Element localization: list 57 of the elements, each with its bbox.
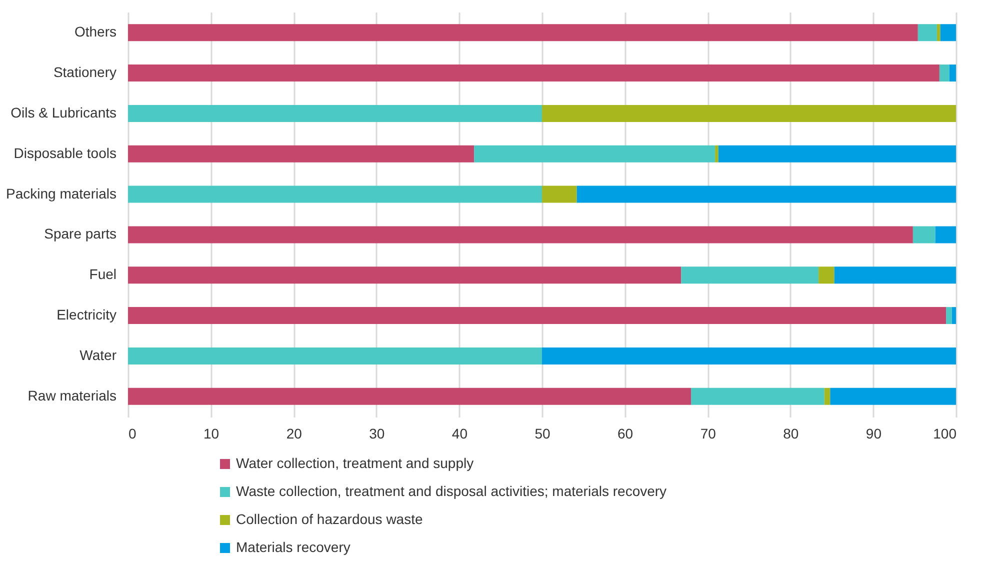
bar	[952, 307, 956, 324]
bar	[128, 266, 682, 284]
bar	[128, 64, 940, 82]
bar	[128, 104, 542, 122]
y-tick-label: Oils & Lubricants	[10, 104, 116, 120]
x-tick-label: 0	[128, 426, 136, 442]
bar	[946, 307, 952, 324]
bar	[542, 186, 577, 203]
bar	[128, 347, 542, 364]
bar	[830, 388, 956, 405]
legend-label: Materials recovery	[236, 539, 350, 555]
y-tick-label: Electricity	[56, 306, 116, 323]
bar	[715, 145, 718, 162]
legend-label: Collection of hazardous waste	[236, 511, 423, 527]
bar	[936, 24, 940, 42]
bar	[128, 186, 542, 203]
x-tick-label: 90	[866, 426, 882, 442]
bar	[474, 145, 716, 162]
y-tick-label: Others	[74, 24, 116, 40]
x-tick-label: 30	[369, 426, 385, 442]
bar	[128, 24, 918, 42]
x-tick-label: 40	[452, 426, 468, 442]
bar	[718, 145, 956, 162]
bar	[940, 24, 956, 42]
bar	[128, 307, 946, 324]
bar	[576, 186, 956, 203]
bar	[935, 226, 956, 244]
x-tick-label: 20	[286, 426, 302, 442]
bar	[824, 388, 830, 405]
bar	[834, 266, 956, 284]
bar	[939, 64, 950, 82]
bar	[918, 24, 937, 42]
y-tick-label: Disposable tools	[14, 144, 116, 161]
y-tick-label: Packing materials	[6, 185, 116, 202]
y-tick-label: Fuel	[89, 266, 116, 282]
y-tick-label: Stationery	[53, 64, 116, 80]
bar	[681, 266, 819, 284]
x-tick-label: 10	[204, 426, 220, 442]
bar	[128, 145, 474, 162]
bar	[818, 266, 834, 284]
bar	[912, 226, 936, 244]
bar	[128, 226, 913, 244]
legend-label: Waste collection, treatment and disposal activities; materials recovery	[236, 483, 667, 499]
y-tick-label: Water	[80, 346, 117, 363]
x-tick-label: 70	[700, 426, 716, 442]
x-tick-label: 80	[783, 426, 799, 442]
x-tick-label: 60	[618, 426, 634, 442]
y-tick-label: Spare parts	[44, 226, 116, 242]
x-tick-label: 100	[933, 426, 957, 442]
bar	[691, 388, 824, 405]
x-tick-label: 50	[534, 426, 550, 442]
legend-label: Water collection, treatment and supply	[236, 455, 474, 471]
bar	[542, 104, 956, 122]
bar	[542, 347, 956, 364]
bar	[949, 64, 956, 82]
y-tick-label: Raw materials	[28, 387, 116, 404]
bar	[128, 388, 692, 405]
